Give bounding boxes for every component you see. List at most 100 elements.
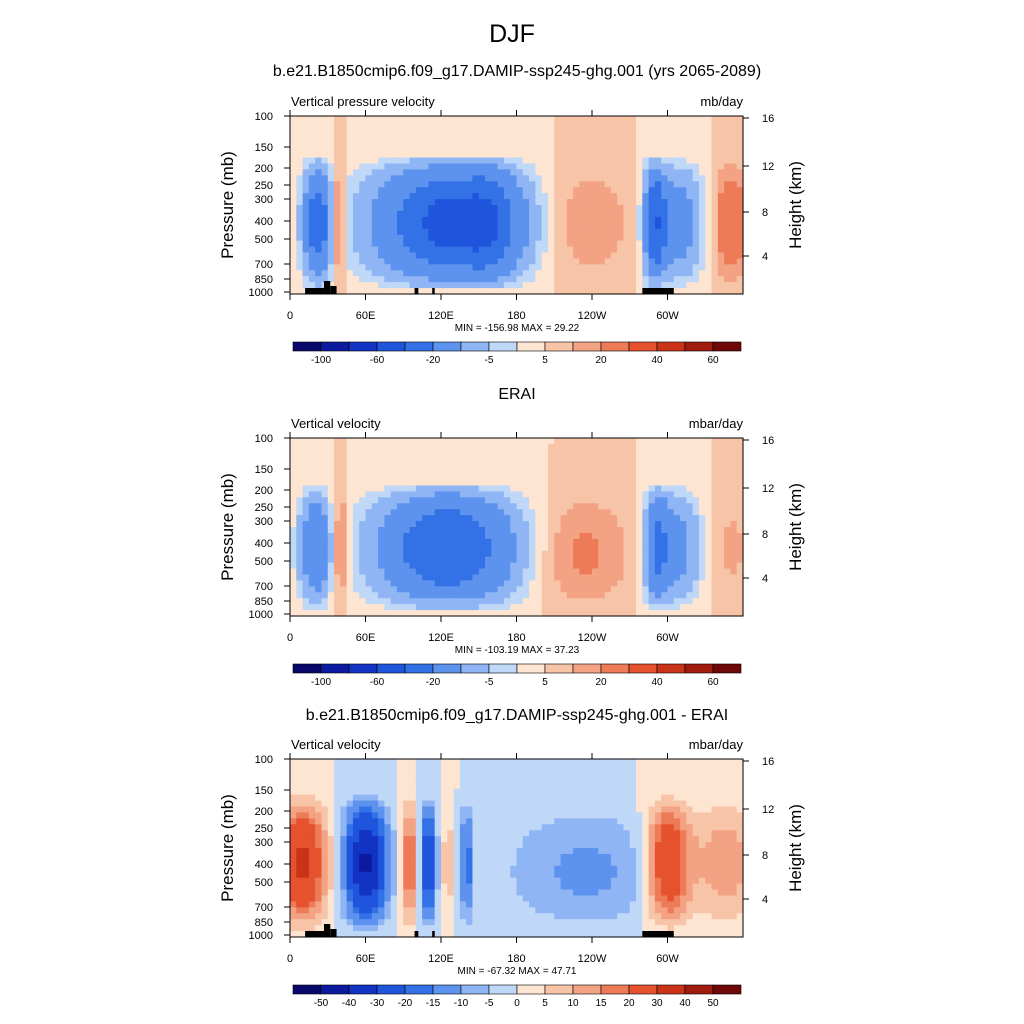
heatmap-cell [315,438,323,445]
heatmap-cell [541,443,549,451]
heatmap-cell [453,449,461,457]
heatmap-cell [736,264,744,271]
heatmap-cell [503,210,511,218]
heatmap-cell [422,491,430,498]
heatmap-cell [396,527,404,534]
heatmap-cell [736,610,744,617]
heatmap-cell [503,121,511,129]
heatmap-cell [352,515,360,522]
heatmap-cell [573,515,581,522]
y-tick-label: 1000 [249,287,273,299]
heatmap-cell [585,127,593,135]
heatmap-cell [346,187,354,194]
heatmap-cell [478,497,486,504]
heatmap-cell [566,604,574,611]
heatmap-cell [334,836,341,843]
heatmap-cell [365,544,373,552]
heatmap-cell [485,503,492,510]
heatmap-cell [497,240,505,248]
heatmap-cell [541,515,549,522]
heatmap-cell [717,473,725,481]
heatmap-cell [290,157,297,165]
heatmap-cell [686,515,694,522]
heatmap-cell [673,157,681,165]
heatmap-cell [636,538,643,546]
heatmap-cell [535,240,543,248]
heatmap-cell [409,544,417,552]
heatmap-cell [592,485,599,492]
heatmap-cell [642,527,650,534]
heatmap-cell [598,580,606,587]
heatmap-cell [560,288,568,295]
heatmap-cell [592,610,599,617]
heatmap-cell [453,222,461,230]
heatmap-cell [434,580,442,587]
heatmap-cell [371,764,379,772]
heatmap-cell [384,592,392,599]
heatmap-cell [554,187,562,194]
heatmap-cell [352,901,360,908]
heatmap-cell [290,467,297,475]
heatmap-cell [554,139,562,147]
heatmap-cell [403,438,411,445]
heatmap-cell [384,764,392,772]
heatmap-cell [617,139,625,147]
heatmap-cell [378,782,385,790]
heatmap-cell [466,598,474,605]
heatmap-cell [547,538,555,546]
heatmap-cell [736,521,744,528]
heatmap-cell [510,127,518,135]
heatmap-cell [390,234,398,242]
heatmap-cell [359,770,367,778]
heatmap-cell [359,497,367,504]
heatmap-cell [384,901,392,908]
heatmap-cell [535,455,543,463]
heatmap-cell [434,210,442,218]
heatmap-cell [485,455,492,463]
heatmap-cell [698,127,706,135]
heatmap-cell [359,270,367,277]
heatmap-cell [321,586,329,593]
heatmap-cell [617,228,625,236]
heatmap-cell [384,770,392,778]
heatmap-cell [384,455,392,463]
heatmap-cell [579,443,587,451]
colorbar-box [348,341,378,352]
heatmap-cell [485,544,492,552]
heatmap-cell [396,282,404,289]
heatmap-cell [472,210,480,218]
heatmap-cell [308,210,316,218]
heatmap-cell [296,562,304,570]
heatmap-cell [472,574,480,581]
y2-tick-label: 8 [762,207,768,219]
heatmap-cell [516,449,524,457]
heatmap-cell [308,925,316,932]
heatmap-cell [573,449,581,457]
heatmap-cell [315,901,323,908]
heatmap-cell [711,509,719,516]
heatmap-cell [698,443,706,451]
heatmap-cell [661,604,669,611]
heatmap-cell [636,151,643,159]
heatmap-cell [736,270,744,277]
heatmap-cell [403,562,411,570]
heatmap-cell [541,116,549,123]
heatmap-cell [409,479,417,487]
heatmap-cell [315,443,323,451]
heatmap-cell [422,461,430,469]
heatmap-cell [686,216,694,224]
heatmap-cell [290,264,297,271]
heatmap-cell [308,449,316,457]
heatmap-cell [573,509,581,516]
heatmap-cell [485,598,492,605]
heatmap-cell [617,127,625,135]
heatmap-cell [717,193,725,200]
heatmap-cell [566,228,574,236]
heatmap-cell [352,199,360,206]
heatmap-cell [428,503,436,510]
heatmap-cell [415,116,423,123]
heatmap-cell [378,449,385,457]
heatmap-cell [604,258,612,265]
heatmap-cell [290,770,297,778]
heatmap-cell [290,901,297,908]
